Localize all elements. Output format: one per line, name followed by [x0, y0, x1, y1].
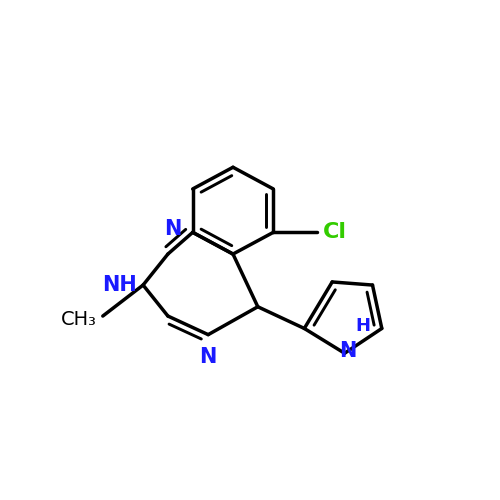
Text: Cl: Cl: [323, 222, 347, 242]
Text: N: N: [200, 347, 217, 367]
Text: N: N: [164, 219, 182, 240]
Text: H: H: [356, 316, 370, 334]
Text: NH: NH: [102, 275, 137, 295]
Text: CH₃: CH₃: [60, 310, 96, 328]
Text: N: N: [339, 341, 356, 361]
